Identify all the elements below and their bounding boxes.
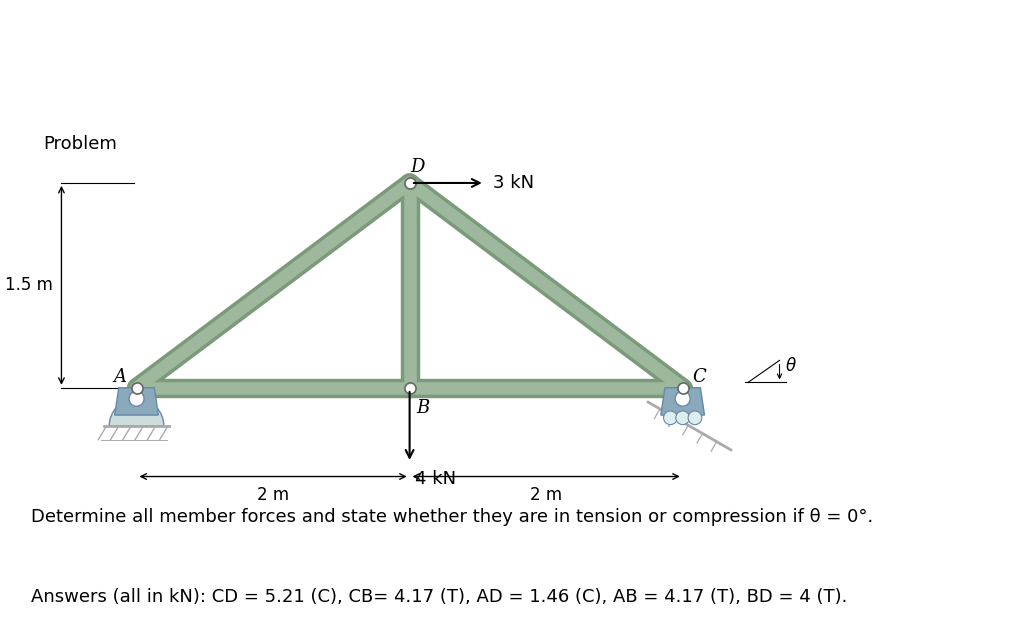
- Wedge shape: [110, 399, 164, 426]
- Text: 3 kN: 3 kN: [493, 174, 534, 192]
- Circle shape: [675, 391, 690, 406]
- Text: Determine all member forces and state whether they are in tension or compression: Determine all member forces and state wh…: [31, 508, 873, 526]
- Polygon shape: [660, 388, 705, 415]
- Circle shape: [676, 411, 689, 425]
- Text: 4 kN: 4 kN: [415, 470, 456, 488]
- Text: 1.5 m: 1.5 m: [5, 276, 53, 295]
- Text: 2 m: 2 m: [257, 486, 289, 504]
- Text: B: B: [417, 399, 430, 417]
- Circle shape: [688, 411, 701, 425]
- Text: Problem: Problem: [44, 135, 118, 153]
- Text: Answers (all in kN): CD = 5.21 (C), CB= 4.17 (T), AD = 1.46 (C), AB = 4.17 (T), : Answers (all in kN): CD = 5.21 (C), CB= …: [31, 588, 847, 606]
- Text: 2 m: 2 m: [530, 486, 562, 504]
- Text: A: A: [114, 368, 127, 386]
- Text: C: C: [692, 368, 706, 386]
- Text: D: D: [411, 158, 425, 176]
- Circle shape: [129, 391, 144, 406]
- Circle shape: [664, 411, 677, 425]
- Polygon shape: [115, 388, 159, 415]
- Text: $\theta$: $\theta$: [785, 357, 797, 375]
